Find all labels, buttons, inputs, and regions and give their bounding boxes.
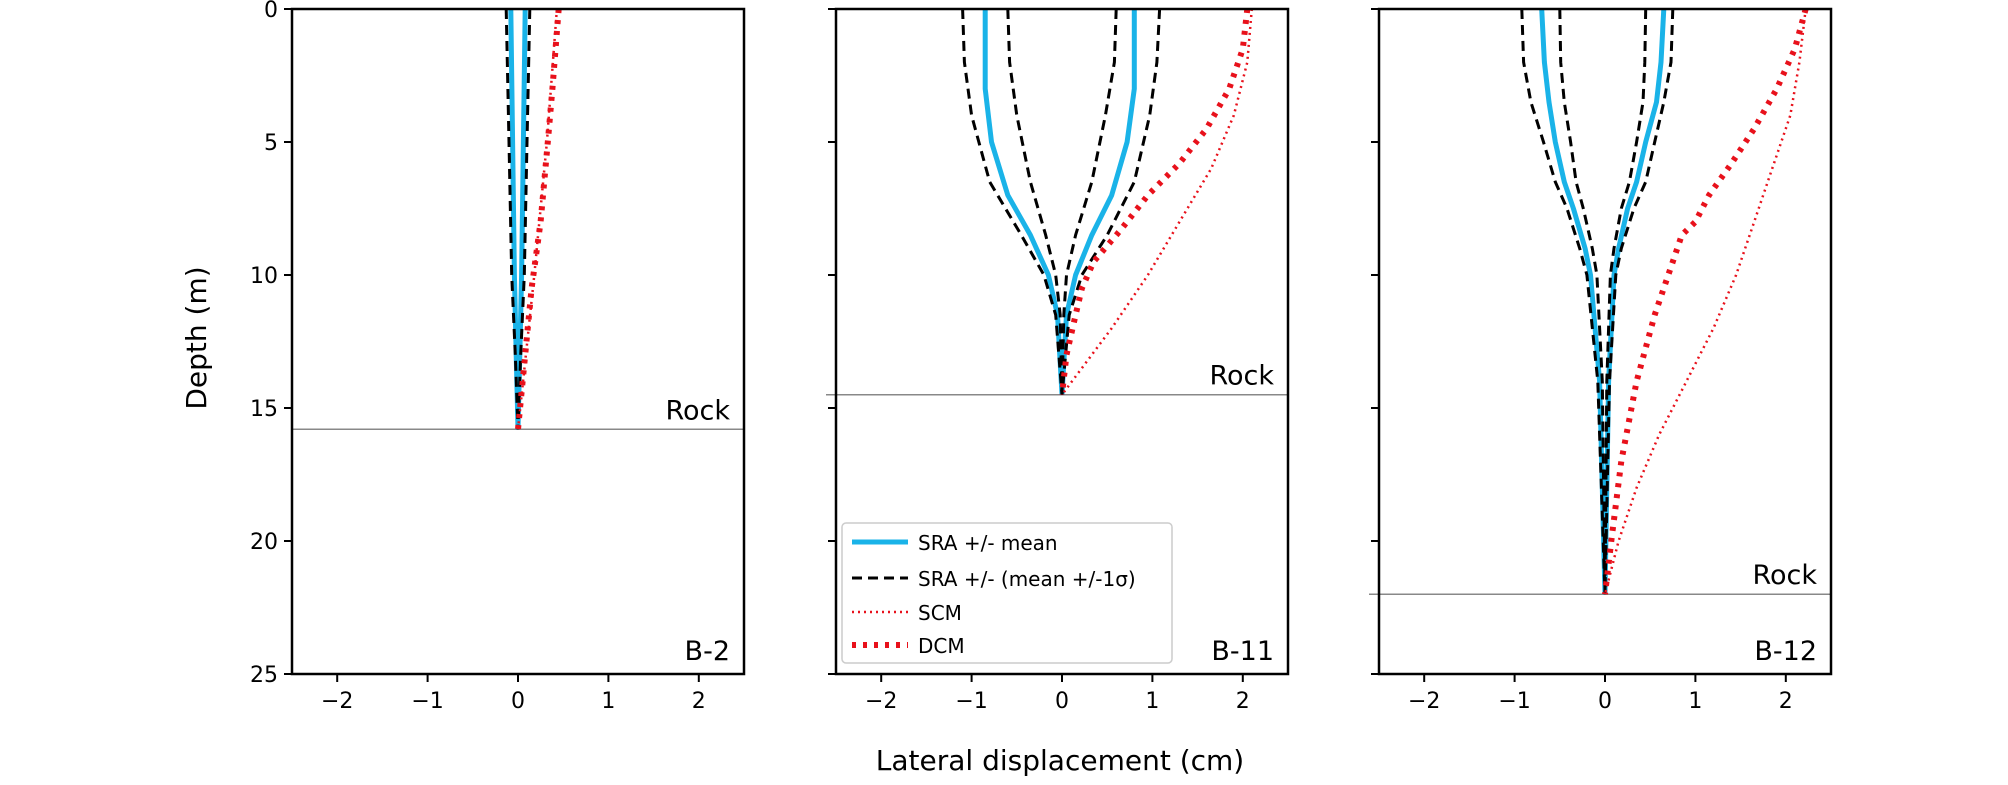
- x-tick-label: 0: [1055, 689, 1069, 714]
- panel-b11: −2 −1 0 1 2 Rock B-11: [826, 7, 1290, 714]
- series-std_pos_inner: [1060, 8, 1118, 395]
- x-tick-label: −2: [321, 689, 353, 714]
- legend-label-dcm: DCM: [918, 634, 965, 658]
- y-axis-label: Depth (m): [180, 266, 213, 409]
- series-mean_neg: [982, 9, 1065, 395]
- series-scm: [1603, 8, 1807, 595]
- panel-label: B-12: [1754, 636, 1817, 667]
- y-tick-label: 20: [250, 530, 278, 555]
- y-tick-label: 15: [250, 397, 278, 422]
- y-tick-label: 0: [264, 0, 278, 23]
- panel-b12: −2 −1 0 1 2 Rock B-12: [1369, 7, 1833, 714]
- rock-label: Rock: [665, 395, 730, 426]
- legend-label-mean: SRA +/- mean: [918, 531, 1058, 555]
- series-dcm: [1059, 8, 1251, 396]
- legend: SRA +/- mean SRA +/- (mean +/-1σ) SCM DC…: [841, 522, 1173, 664]
- x-axis-label: Lateral displacement (cm): [876, 744, 1244, 777]
- panel-label: B-2: [685, 636, 730, 667]
- series-dcm: [515, 8, 562, 430]
- series-std_neg_inner: [1006, 8, 1064, 395]
- series-std_neg: [1520, 8, 1607, 595]
- series-std_pos: [516, 8, 532, 430]
- x-tick-label: −1: [955, 689, 987, 714]
- series-scm: [1060, 8, 1254, 396]
- x-tick-label: −1: [1498, 689, 1530, 714]
- y-tick-label: 10: [250, 264, 278, 289]
- x-tick-label: −1: [411, 689, 443, 714]
- x-tick-label: 1: [601, 689, 615, 714]
- x-tick-label: −2: [1408, 689, 1440, 714]
- series-std_neg_inner: [1558, 8, 1607, 595]
- legend-box: [841, 522, 1173, 664]
- rock-label: Rock: [1209, 361, 1274, 392]
- x-tick-label: 0: [1598, 689, 1612, 714]
- legend-label-scm: SCM: [918, 601, 962, 625]
- x-tick-label: 0: [511, 689, 525, 714]
- legend-label-std: SRA +/- (mean +/-1σ): [918, 567, 1136, 591]
- series-mean_neg: [1539, 8, 1608, 595]
- x-tick-label: −2: [865, 689, 897, 714]
- series-std_pos: [1603, 8, 1675, 595]
- series-mean_pos: [1059, 9, 1137, 395]
- panel-label: B-11: [1211, 636, 1274, 667]
- x-tick-label: 2: [692, 689, 706, 714]
- x-tick-label: 1: [1145, 689, 1159, 714]
- x-tick-label: 1: [1688, 689, 1702, 714]
- series-std_neg: [504, 8, 520, 430]
- x-tick-label: 2: [1779, 689, 1793, 714]
- series-dcm: [1602, 8, 1809, 595]
- x-tick-label: 2: [1236, 689, 1250, 714]
- rock-label: Rock: [1752, 560, 1817, 591]
- series-std_pos_inner: [1603, 8, 1648, 595]
- y-tick-label: 25: [250, 663, 278, 688]
- y-tick-label: 5: [264, 131, 278, 156]
